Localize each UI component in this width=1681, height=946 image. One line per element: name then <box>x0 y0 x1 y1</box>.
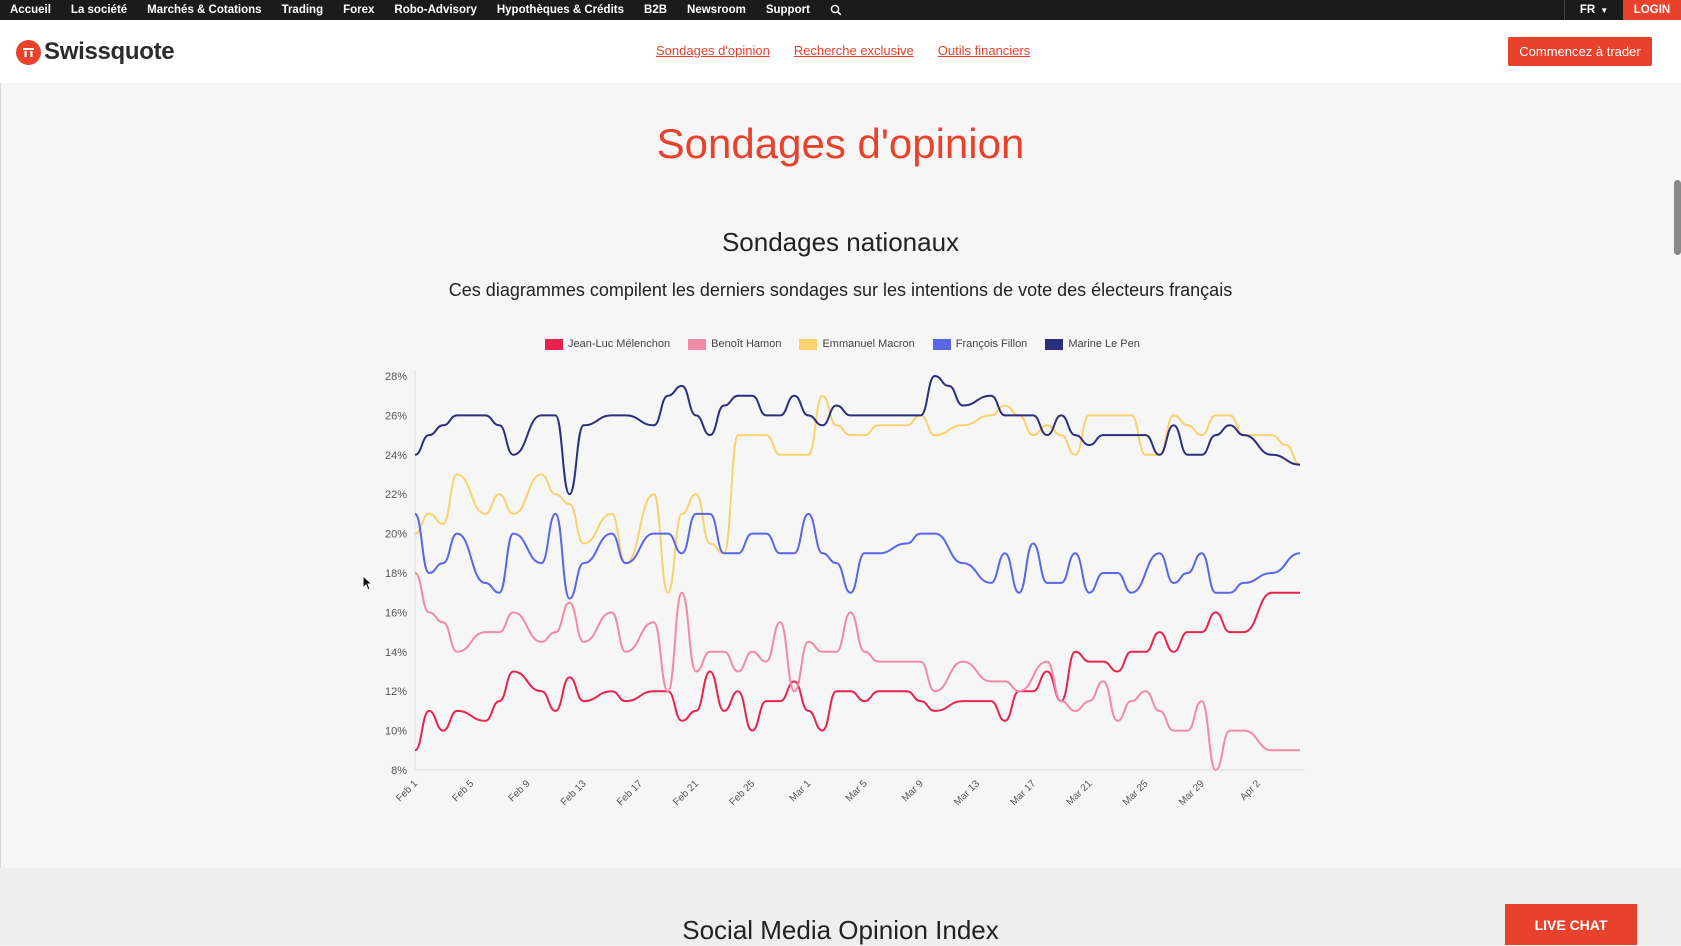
top-nav-item[interactable]: Accueil <box>10 4 51 16</box>
legend-swatch <box>799 338 818 350</box>
top-nav-item[interactable]: Newsroom <box>687 4 746 16</box>
poll-line-chart: 8% 10% 12% 14% 16% 18% 20% 22% 24% 26% 28% Feb 1 Feb… <box>385 370 1305 808</box>
x-tick-label: Feb 21 <box>671 778 701 808</box>
legend-label: Marine Le Pen <box>1068 338 1140 350</box>
section-nav: Sondages d'opinion Recherche exclusive Out… <box>656 43 1054 58</box>
x-tick-label: Mar 25 <box>1121 778 1151 808</box>
link-outils-financiers[interactable]: Outils financiers <box>937 43 1031 58</box>
x-tick-label: Mar 13 <box>952 778 982 808</box>
legend-label: Jean-Luc Mélenchon <box>568 338 671 350</box>
swissquote-logo-icon <box>16 39 41 65</box>
series-line-3 <box>414 512 1301 600</box>
x-tick-label: Apr 2 <box>1238 778 1263 803</box>
legend-swatch <box>1045 338 1064 350</box>
x-tick-label: Feb 1 <box>394 778 420 804</box>
x-tick-label: Feb 9 <box>507 778 533 804</box>
social-media-title: Social Media Opinion Index <box>682 915 999 945</box>
x-tick-label: Mar 9 <box>900 778 926 804</box>
y-tick-label: 10% <box>385 726 407 738</box>
page-border <box>0 83 1 945</box>
start-trading-button[interactable]: Commencez à trader <box>1508 37 1652 66</box>
link-recherche-exclusive[interactable]: Recherche exclusive <box>793 43 914 58</box>
language-selector[interactable]: FR ▼ <box>1564 0 1623 20</box>
mouse-cursor-icon <box>362 575 374 591</box>
x-tick-label: Feb 13 <box>559 778 589 808</box>
site-header: Swissquote Sondages d'opinion Recherche e… <box>0 20 1681 83</box>
top-nav-item[interactable]: B2B <box>644 4 668 16</box>
x-tick-label: Feb 5 <box>450 778 476 804</box>
y-tick-label: 14% <box>385 647 407 659</box>
series-line-4 <box>414 375 1301 496</box>
x-tick-label: Feb 17 <box>615 778 645 808</box>
brand-logo[interactable]: Swissquote <box>16 38 175 66</box>
brand-name: Swissquote <box>44 38 175 65</box>
top-nav-item[interactable]: La société <box>70 4 128 16</box>
login-button[interactable]: LOGIN <box>1623 0 1681 20</box>
page-title: Sondages d'opinion <box>656 120 1025 167</box>
search-icon[interactable] <box>830 3 844 17</box>
y-tick-label: 22% <box>385 489 407 501</box>
chevron-down-icon: ▼ <box>1600 5 1609 15</box>
y-tick-label: 16% <box>385 607 407 619</box>
legend-entry[interactable]: Marine Le Pen <box>1045 338 1140 350</box>
legend-label: Emmanuel Macron <box>822 338 915 350</box>
x-tick-label: Mar 17 <box>1008 778 1038 808</box>
legend-label: François Fillon <box>955 338 1028 350</box>
x-tick-label: Mar 21 <box>1065 778 1095 808</box>
link-sondages-opinion[interactable]: Sondages d'opinion <box>656 43 770 58</box>
series-line-2 <box>414 394 1301 594</box>
top-nav-item[interactable]: Marchés & Cotations <box>147 4 262 16</box>
chart-legend: Jean-Luc Mélenchon Benoît Hamon Emmanuel M… <box>545 338 1158 350</box>
top-nav-item[interactable]: Forex <box>343 4 375 16</box>
legend-label: Benoît Hamon <box>711 338 782 350</box>
series-line-1 <box>414 572 1301 771</box>
y-tick-label: 24% <box>385 450 407 462</box>
y-tick-label: 26% <box>385 410 407 422</box>
live-chat-button[interactable]: LIVE CHAT <box>1505 904 1637 945</box>
x-tick-label: Feb 25 <box>727 778 757 808</box>
top-bar: Accueil La société Marchés & Cotations Trad… <box>0 0 1681 20</box>
x-tick-label: Mar 29 <box>1177 778 1207 808</box>
legend-entry[interactable]: Benoît Hamon <box>688 338 781 350</box>
top-nav-item[interactable]: Trading <box>281 4 324 16</box>
top-nav: Accueil La société Marchés & Cotations Trad… <box>10 0 844 20</box>
legend-swatch <box>688 338 707 350</box>
section-description: Ces diagrammes compilent les derniers so… <box>448 280 1233 300</box>
legend-entry[interactable]: Emmanuel Macron <box>799 338 915 350</box>
y-tick-label: 18% <box>385 568 407 580</box>
top-nav-item[interactable]: Robo-Advisory <box>394 4 477 16</box>
page-scrollbar[interactable] <box>1674 180 1681 255</box>
x-tick-label: Mar 1 <box>788 778 814 804</box>
top-nav-item[interactable]: Support <box>765 4 810 16</box>
social-media-section <box>0 868 1681 945</box>
legend-swatch <box>932 338 951 350</box>
y-tick-label: 12% <box>385 686 407 698</box>
y-tick-label: 28% <box>385 371 407 383</box>
legend-entry[interactable]: Jean-Luc Mélenchon <box>545 338 670 350</box>
top-nav-item[interactable]: Hypothèques & Crédits <box>496 4 625 16</box>
language-label: FR <box>1579 4 1596 16</box>
series-line-0 <box>414 591 1300 752</box>
x-tick-label: Mar 5 <box>844 778 870 804</box>
y-tick-label: 8% <box>391 765 407 777</box>
legend-entry[interactable]: François Fillon <box>932 338 1028 350</box>
y-tick-label: 20% <box>385 529 407 541</box>
legend-swatch <box>545 338 563 350</box>
section-title: Sondages nationaux <box>721 227 960 257</box>
